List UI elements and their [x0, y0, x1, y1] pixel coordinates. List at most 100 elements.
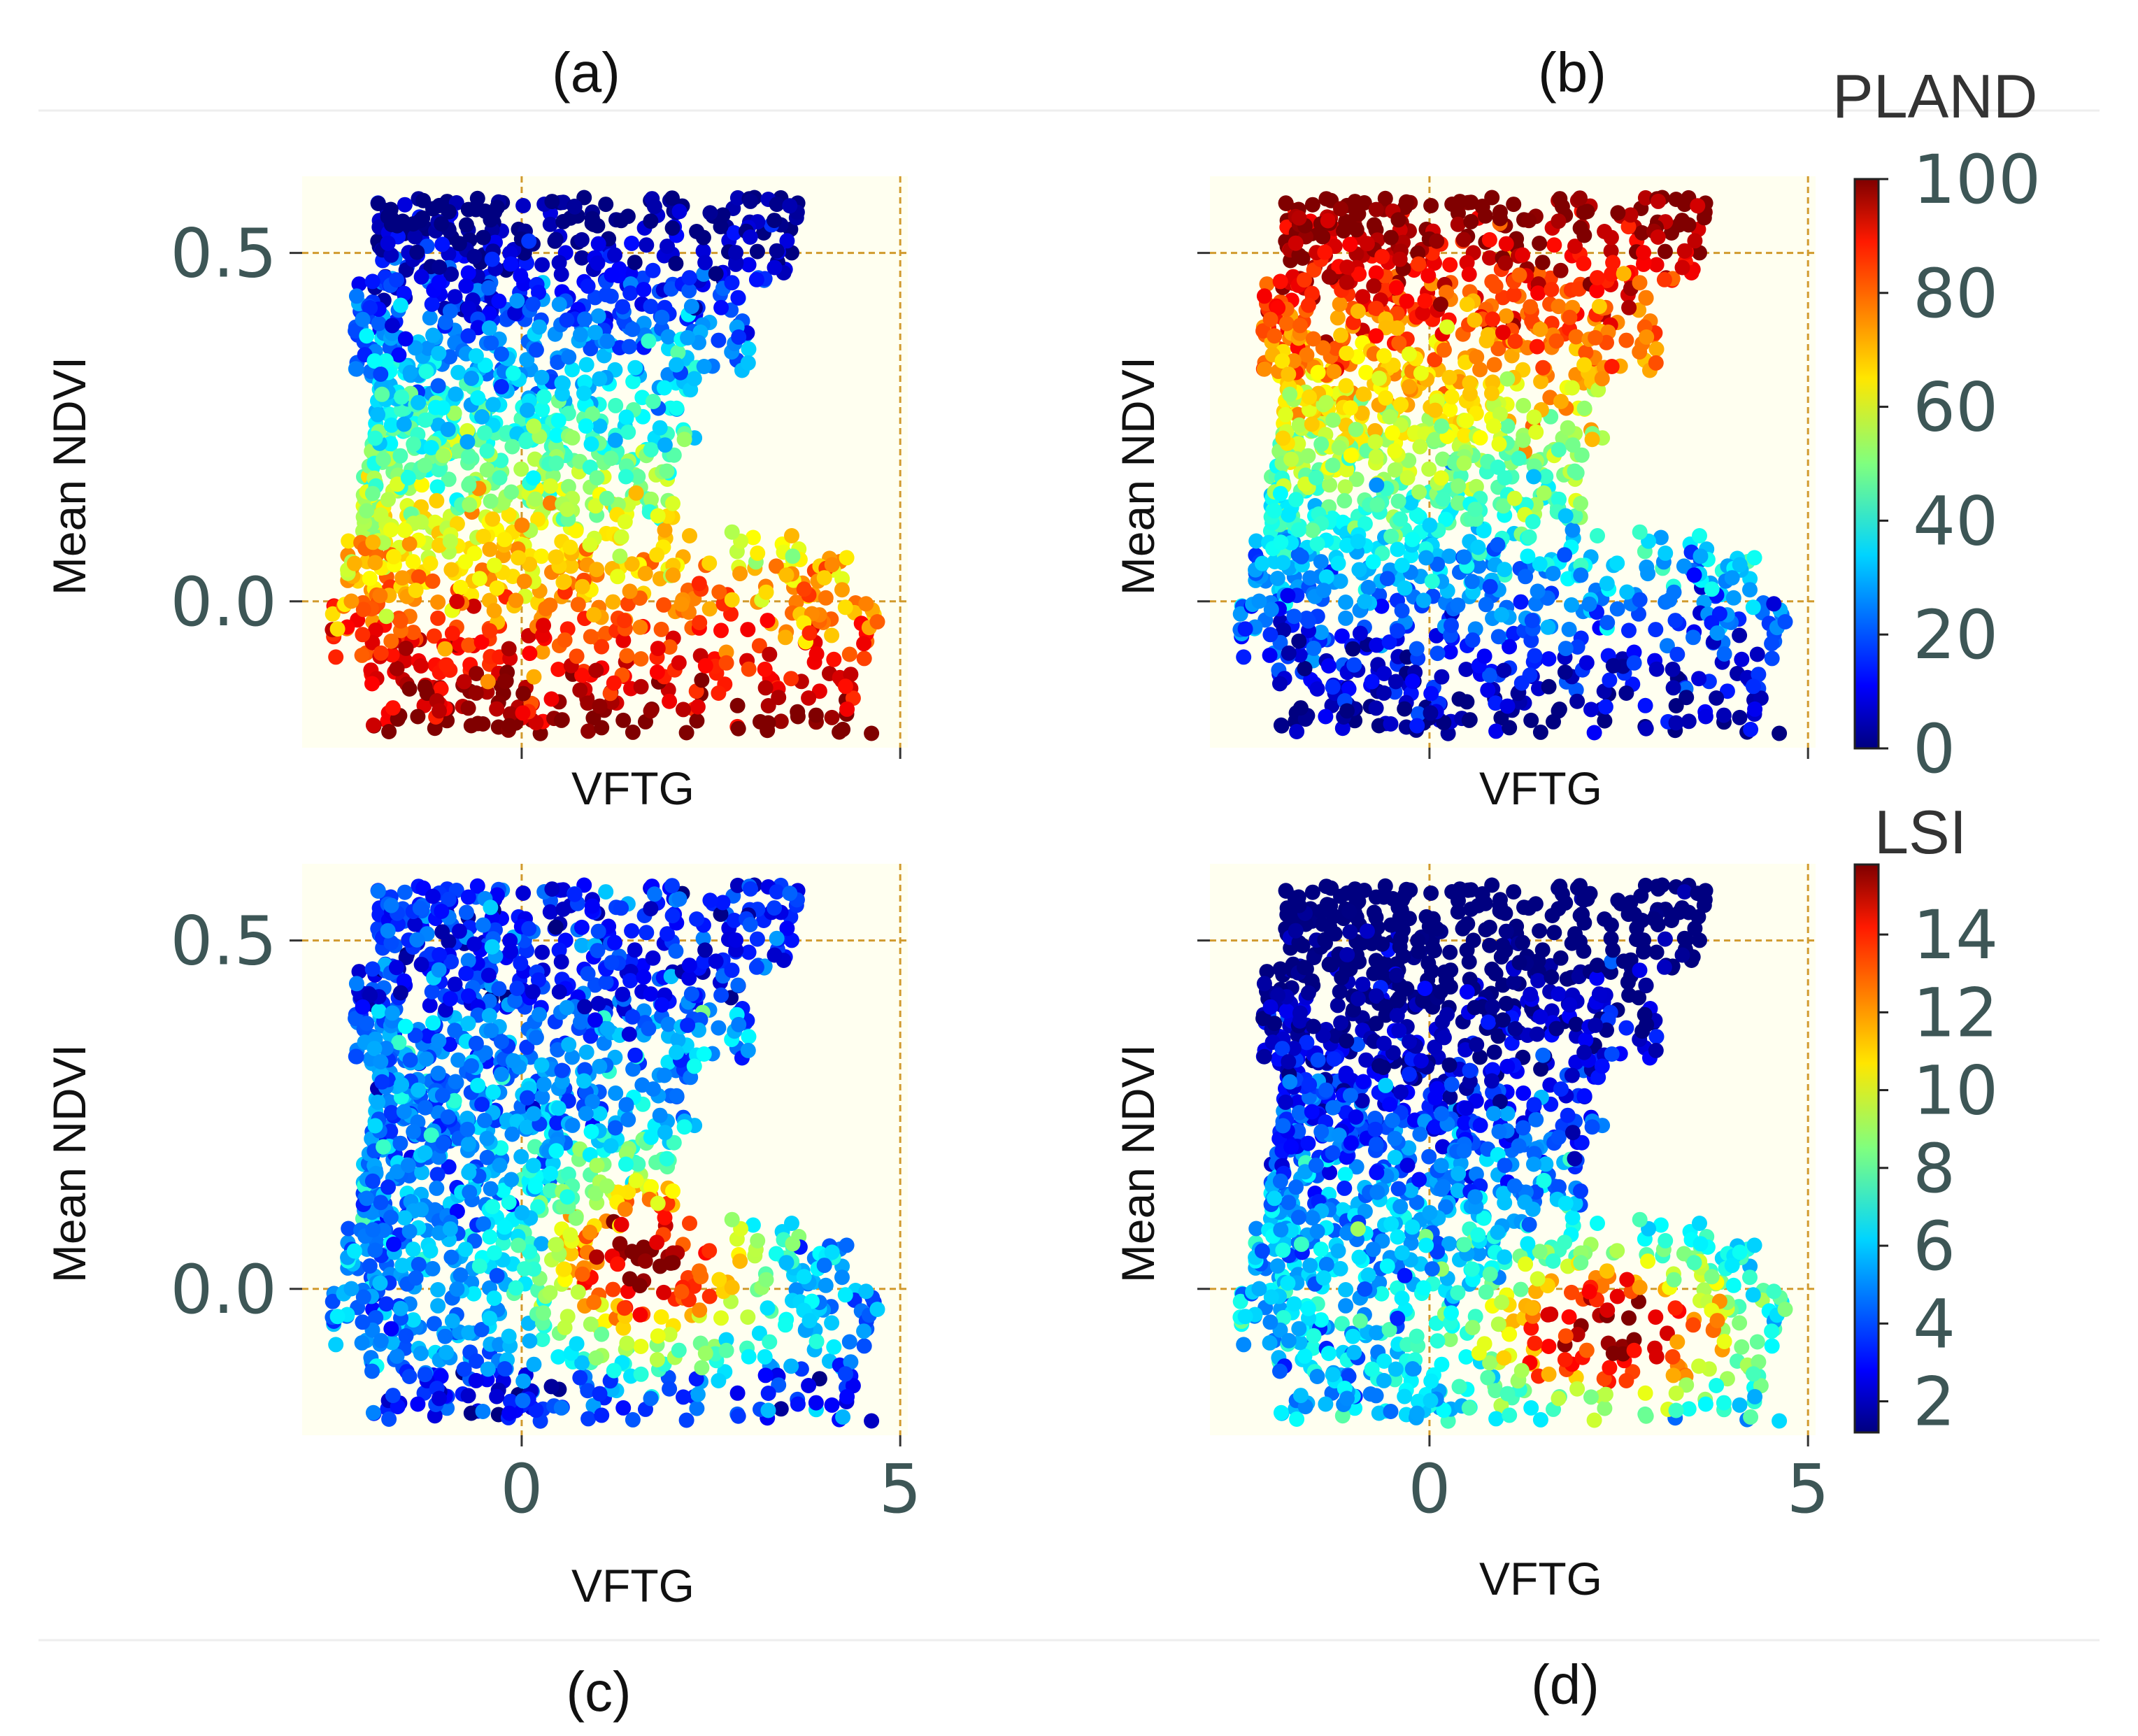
data-point	[1697, 709, 1713, 725]
data-point	[578, 418, 594, 434]
data-point	[1491, 436, 1507, 452]
data-point	[1410, 245, 1426, 261]
data-point	[1316, 583, 1332, 599]
data-point	[527, 451, 543, 467]
data-point	[374, 1074, 390, 1090]
data-point	[641, 1020, 657, 1037]
data-point	[348, 361, 364, 377]
data-point	[689, 1400, 705, 1416]
data-point	[1457, 427, 1473, 443]
data-point	[656, 380, 672, 396]
data-point	[402, 1052, 418, 1068]
data-point	[589, 470, 605, 486]
data-point	[501, 507, 517, 522]
data-point	[355, 1314, 371, 1330]
data-point	[466, 248, 483, 264]
data-point	[1348, 204, 1364, 220]
data-point	[439, 1344, 455, 1360]
data-point	[1498, 308, 1514, 324]
data-point	[715, 207, 731, 223]
data-point	[1288, 235, 1304, 251]
data-point	[1421, 461, 1437, 477]
data-point	[1458, 413, 1474, 429]
data-point	[681, 270, 697, 286]
data-point	[367, 1242, 383, 1258]
data-point	[1389, 320, 1405, 336]
data-point	[801, 1378, 817, 1393]
data-point	[674, 1283, 690, 1300]
data-point	[588, 1350, 604, 1366]
data-point	[1532, 724, 1548, 740]
data-point	[1338, 595, 1354, 610]
data-point	[1297, 272, 1312, 288]
data-point	[1621, 622, 1637, 639]
data-point	[718, 1342, 734, 1358]
data-point	[532, 1006, 547, 1023]
data-point	[550, 413, 566, 429]
data-point	[536, 389, 552, 405]
data-point	[1389, 306, 1405, 322]
data-point	[1541, 678, 1557, 695]
data-point	[376, 1139, 392, 1155]
scatter-points	[1232, 190, 1793, 741]
data-point	[501, 1405, 518, 1421]
data-point	[660, 1016, 676, 1032]
data-point	[564, 429, 580, 446]
data-point	[1458, 662, 1474, 677]
data-point	[1476, 522, 1492, 539]
data-point	[1527, 648, 1543, 664]
data-point	[521, 233, 537, 249]
data-point	[683, 986, 699, 1002]
data-point	[1459, 255, 1475, 271]
data-point	[573, 232, 590, 248]
data-point	[613, 1216, 629, 1232]
data-point	[422, 997, 438, 1013]
data-point	[1506, 197, 1522, 213]
data-point	[839, 1237, 855, 1253]
data-point	[515, 685, 532, 702]
data-point	[1430, 646, 1446, 662]
data-point	[391, 347, 407, 363]
data-point	[1421, 1148, 1437, 1165]
data-point	[483, 899, 499, 916]
data-point	[385, 318, 400, 334]
data-point	[686, 1058, 702, 1074]
data-point	[1342, 236, 1358, 252]
data-point	[838, 1366, 853, 1382]
data-point	[724, 592, 740, 608]
data-point	[1490, 629, 1506, 645]
data-point	[627, 1047, 643, 1063]
data-point	[1565, 437, 1581, 453]
data-point	[680, 329, 696, 346]
data-point	[1572, 190, 1588, 206]
data-point	[392, 448, 408, 464]
data-point	[501, 718, 518, 734]
data-point	[785, 1236, 801, 1252]
data-point	[434, 924, 450, 940]
data-point	[1632, 592, 1648, 608]
data-point	[1313, 625, 1329, 641]
data-point	[784, 245, 799, 261]
data-point	[856, 636, 872, 652]
data-point	[1536, 485, 1552, 501]
data-point	[422, 310, 438, 326]
data-point	[633, 678, 649, 695]
data-point	[448, 1074, 464, 1090]
data-point	[348, 976, 364, 992]
data-point	[1502, 720, 1518, 736]
data-point	[1567, 463, 1583, 479]
data-point	[433, 681, 449, 697]
data-point	[1557, 664, 1573, 680]
data-point	[483, 1181, 499, 1197]
data-point	[443, 1249, 459, 1265]
data-point	[1351, 562, 1367, 578]
data-point	[1281, 645, 1297, 661]
data-point	[430, 1282, 446, 1297]
data-point	[572, 1369, 588, 1386]
data-point	[659, 463, 675, 479]
data-point	[528, 342, 544, 358]
data-point	[468, 1372, 484, 1388]
data-point	[1462, 386, 1478, 402]
data-point	[1579, 204, 1595, 220]
data-point	[1564, 380, 1580, 396]
